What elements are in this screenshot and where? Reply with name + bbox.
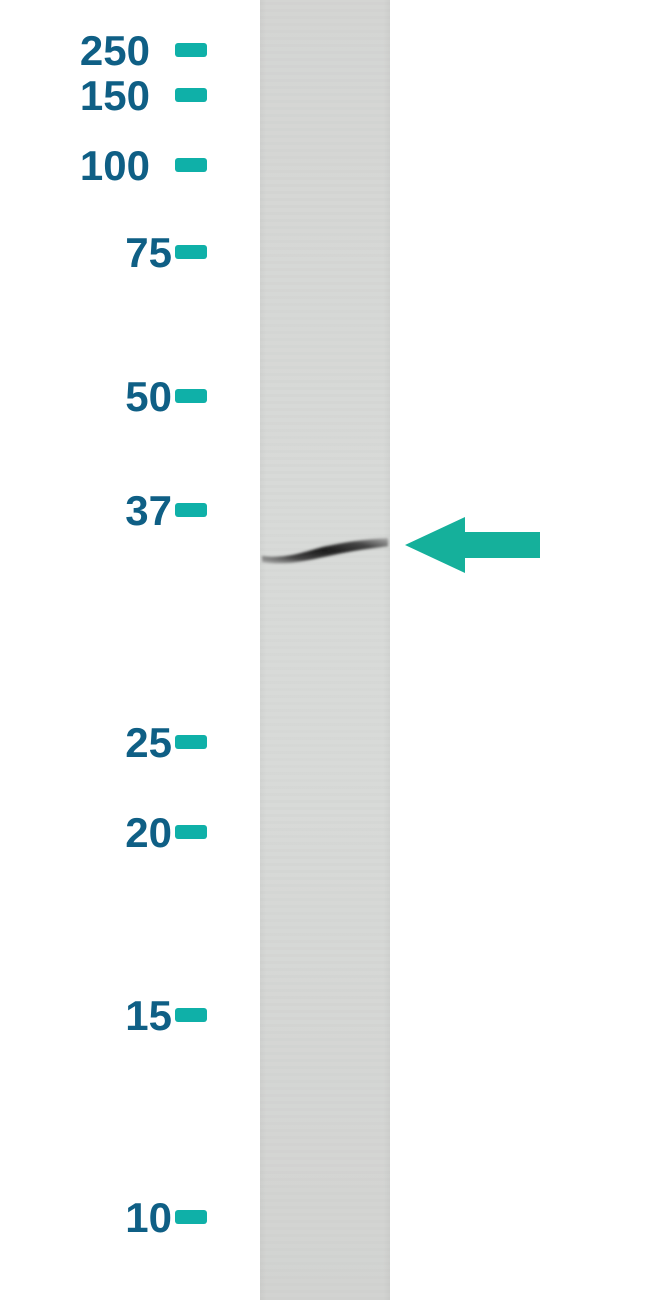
- ladder-label-75: 75: [72, 229, 172, 277]
- ladder-marker-37: [175, 503, 207, 517]
- blot-lane: [260, 0, 390, 1300]
- ladder-label-250: 250: [50, 27, 150, 75]
- ladder-label-100: 100: [50, 142, 150, 190]
- ladder-label-15: 15: [72, 992, 172, 1040]
- ladder-marker-20: [175, 825, 207, 839]
- ladder-label-50: 50: [72, 373, 172, 421]
- ladder-marker-15: [175, 1008, 207, 1022]
- ladder-label-25: 25: [72, 719, 172, 767]
- protein-band: [260, 528, 390, 572]
- ladder-label-37: 37: [72, 487, 172, 535]
- ladder-marker-25: [175, 735, 207, 749]
- ladder-label-150: 150: [50, 72, 150, 120]
- band-indicator-arrow: [405, 517, 540, 573]
- ladder-marker-250: [175, 43, 207, 57]
- ladder-marker-10: [175, 1210, 207, 1224]
- ladder-marker-150: [175, 88, 207, 102]
- ladder-marker-50: [175, 389, 207, 403]
- ladder-label-20: 20: [72, 809, 172, 857]
- ladder-marker-75: [175, 245, 207, 259]
- ladder-marker-100: [175, 158, 207, 172]
- ladder-label-10: 10: [72, 1194, 172, 1242]
- western-blot-container: 250150 100 75 50 37 25 20 15 10: [0, 0, 650, 1300]
